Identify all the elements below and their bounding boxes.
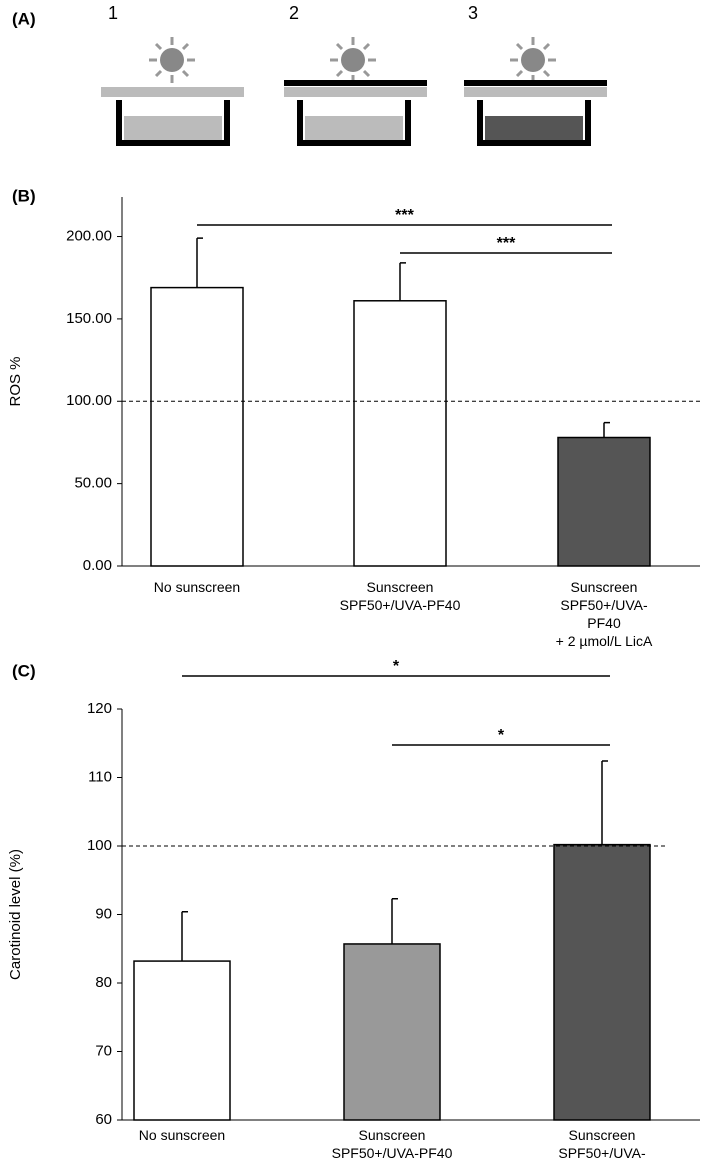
significance-label: * [498, 727, 505, 744]
step-label: 3 [468, 3, 478, 23]
y-tick-label: 0.00 [83, 557, 112, 574]
y-tick-label: 150.00 [66, 310, 112, 327]
bar [557, 436, 651, 567]
y-tick-label: 70 [95, 1042, 112, 1059]
y-tick-label: 100 [87, 837, 112, 854]
bar [553, 843, 651, 1121]
significance-label: *** [395, 207, 414, 224]
x-tick-label: No sunscreen [153, 579, 241, 595]
y-tick-label: 100.00 [66, 392, 112, 409]
y-tick-label: 50.00 [74, 475, 112, 492]
panel-label: (B) [12, 186, 36, 205]
y-tick-label: 60 [95, 1111, 112, 1128]
x-tick-label: Sunscreen SPF50+/UVA-PF40 with LicA [558, 1127, 646, 1160]
error-bar [181, 911, 188, 962]
bar [133, 960, 231, 1121]
bar [343, 943, 441, 1121]
error-bar [603, 421, 610, 438]
bar [150, 286, 244, 567]
x-tick-label: Sunscreen SPF50+/UVA-PF40 [331, 1127, 453, 1160]
y-tick-label: 110 [88, 768, 112, 785]
error-bar [196, 237, 203, 288]
error-bar [399, 262, 406, 301]
x-tick-label: No sunscreen [138, 1127, 226, 1143]
panel-label: (A) [12, 9, 36, 28]
y-tick-label: 90 [95, 905, 112, 922]
setup-3 [464, 37, 607, 146]
error-bar [601, 760, 608, 845]
y-axis-label: Carotinoid level (%) [7, 849, 24, 980]
x-tick-label: Sunscreen SPF50+/UVA-PF40 [339, 579, 461, 613]
panel-label: (C) [12, 661, 36, 680]
step-label: 2 [289, 3, 299, 23]
step-label: 1 [108, 3, 118, 23]
significance-label: *** [497, 235, 516, 252]
setup-1 [101, 37, 244, 146]
error-bar [391, 897, 398, 944]
y-tick-label: 200.00 [66, 228, 112, 245]
y-tick-label: 120 [87, 700, 112, 717]
setup-2 [284, 37, 427, 146]
y-tick-label: 80 [95, 974, 112, 991]
significance-label: * [393, 658, 400, 675]
bar [353, 300, 447, 567]
x-tick-label: Sunscreen SPF50+/UVA-PF40 + 2 µmol/L Lic… [555, 579, 653, 649]
y-axis-label: ROS % [7, 356, 24, 406]
